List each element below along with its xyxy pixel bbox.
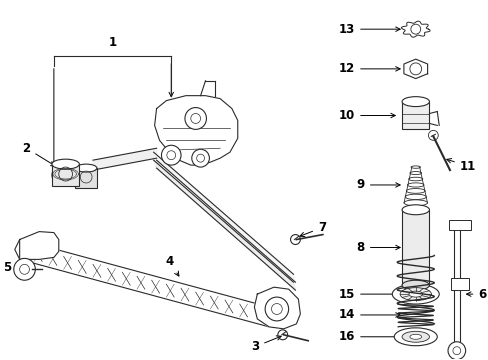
Text: 15: 15 [338,288,399,301]
Text: 2: 2 [22,142,55,166]
Polygon shape [20,231,59,260]
Ellipse shape [75,164,97,172]
Ellipse shape [406,189,424,193]
Bar [75,168,97,188]
Ellipse shape [409,334,421,339]
Polygon shape [93,148,156,170]
Text: 1: 1 [108,36,117,49]
Ellipse shape [401,280,428,290]
Ellipse shape [399,288,430,301]
Bar [450,278,468,290]
Bar [401,210,428,285]
Ellipse shape [410,166,420,168]
Ellipse shape [405,194,426,199]
Text: 3: 3 [251,336,281,353]
Polygon shape [254,287,300,329]
Text: 14: 14 [338,309,399,321]
Ellipse shape [401,205,428,215]
Bar [401,102,428,129]
Text: 6: 6 [466,288,486,301]
Circle shape [161,145,181,165]
Ellipse shape [408,177,422,181]
Polygon shape [15,239,273,327]
Text: 13: 13 [338,23,399,36]
Ellipse shape [393,328,436,346]
Text: 9: 9 [356,179,399,192]
Ellipse shape [52,159,79,169]
Ellipse shape [409,172,421,175]
Text: 11: 11 [446,159,475,172]
Circle shape [184,108,206,129]
Ellipse shape [391,284,438,304]
Polygon shape [153,160,295,290]
Circle shape [264,297,288,321]
Bar [448,220,469,230]
Ellipse shape [403,200,427,206]
Polygon shape [403,59,427,78]
Ellipse shape [407,183,423,187]
Text: 16: 16 [338,330,399,343]
Text: 5: 5 [2,261,28,274]
Text: 4: 4 [165,255,179,276]
Circle shape [14,258,35,280]
Text: 8: 8 [356,241,399,254]
Circle shape [191,149,209,167]
Ellipse shape [52,164,79,186]
Ellipse shape [401,96,428,107]
Polygon shape [154,96,237,165]
Ellipse shape [401,331,428,342]
Text: 12: 12 [338,62,399,75]
Ellipse shape [408,291,422,297]
Bar [52,164,79,186]
Polygon shape [153,152,295,282]
Text: 10: 10 [338,109,394,122]
Text: 7: 7 [300,221,325,237]
